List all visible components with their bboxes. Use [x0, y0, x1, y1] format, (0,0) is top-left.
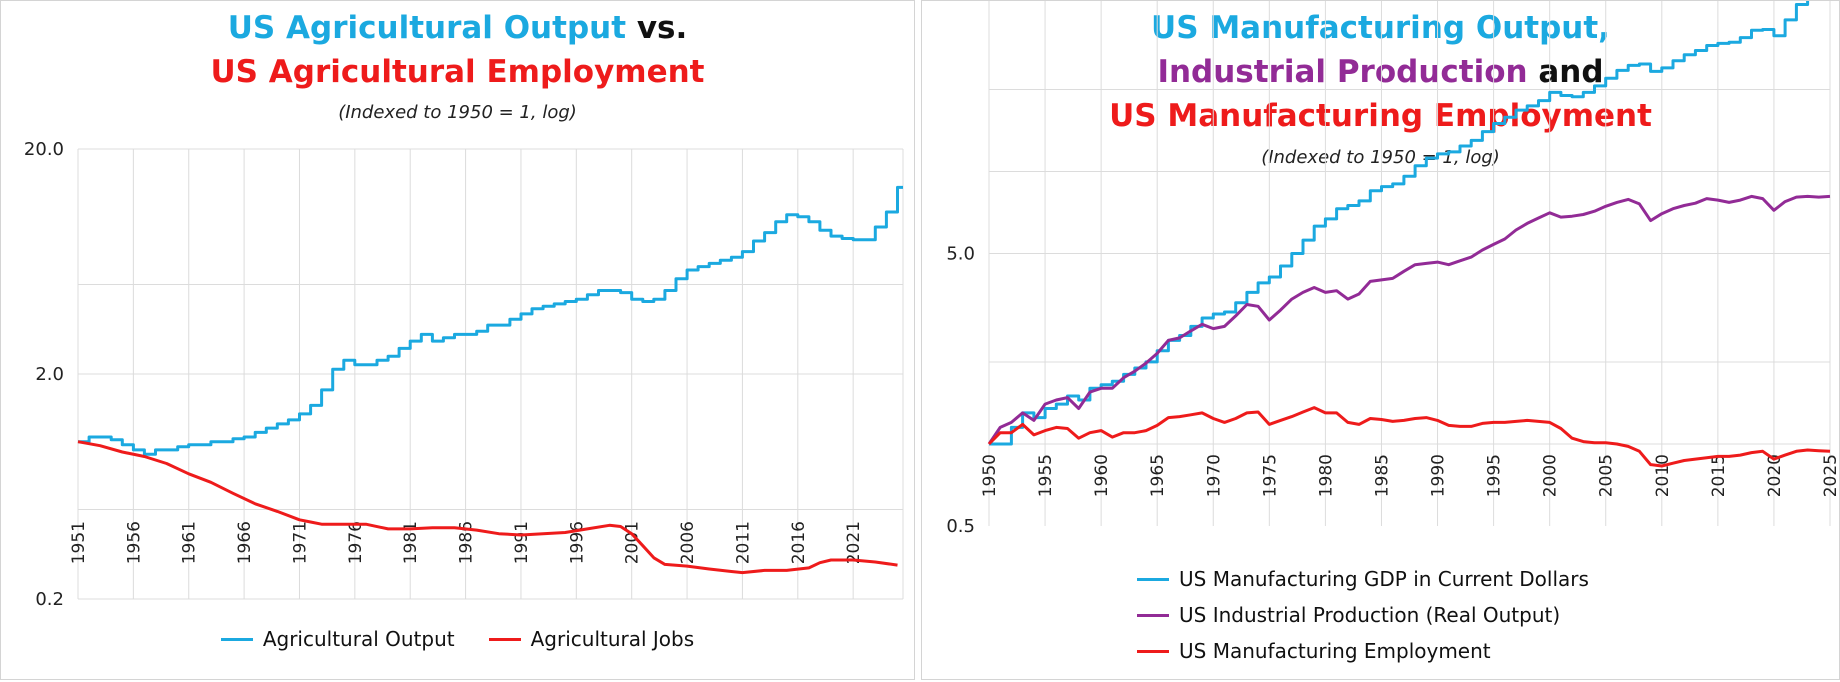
series-line — [77, 440, 898, 575]
x-tick-label: 2011 — [733, 521, 753, 564]
legend-swatch — [488, 637, 521, 641]
x-tick-label: 1955 — [1036, 454, 1056, 497]
y-tick-label: 0.2 — [35, 589, 64, 610]
x-tick-label: 2000 — [1541, 454, 1561, 497]
chart-legend: US Manufacturing GDP in Current Dollars U… — [1137, 561, 1589, 669]
chart-title-part: US Agricultural Employment — [210, 54, 705, 90]
x-tick-label: 1950 — [980, 454, 1000, 497]
legend-item: US Manufacturing Employment — [1137, 633, 1589, 669]
y-tick-label: 20.0 — [24, 139, 64, 160]
chart-title: US Manufacturing Output, Industrial Produ… — [922, 6, 1839, 138]
legend-swatch — [1137, 649, 1169, 653]
x-tick-label: 1980 — [1316, 454, 1336, 497]
manufacturing-line-chart: 0.5 5.0 1950 1955 1960 1965 1970 1975 1980 1985 19… — [946, 1, 1840, 537]
chart-title-part: vs. — [626, 10, 688, 46]
x-tick-label: 1990 — [1429, 454, 1449, 497]
y-tick-label: 0.5 — [946, 516, 975, 537]
legend-label: US Manufacturing Employment — [1179, 639, 1491, 663]
x-tick-label: 1971 — [290, 521, 310, 564]
x-tick-label: 2015 — [1709, 454, 1729, 497]
x-tick-label: 1965 — [1148, 454, 1168, 497]
x-tick-label: 1975 — [1260, 454, 1280, 497]
legend-item: Agricultural Output — [220, 621, 455, 657]
x-tick-label: 2021 — [844, 521, 864, 564]
x-tick-label: 1996 — [567, 521, 587, 564]
x-tick-label: 1986 — [457, 521, 477, 564]
legend-label: US Industrial Production (Real Output) — [1179, 603, 1561, 627]
legend-item: US Industrial Production (Real Output) — [1137, 597, 1589, 633]
chart-title: US Agricultural Output vs. US Agricultura… — [1, 6, 914, 94]
legend-item: US Manufacturing GDP in Current Dollars — [1137, 561, 1589, 597]
chart-legend: Agricultural Output Agricultural Jobs — [1, 621, 914, 657]
x-tick-label: 1970 — [1204, 454, 1224, 497]
legend-label: Agricultural Output — [262, 627, 455, 651]
legend-item: Agricultural Jobs — [488, 621, 695, 657]
series-line — [987, 406, 1831, 468]
x-tick-label: 1960 — [1092, 454, 1112, 497]
x-tick-label: 2005 — [1597, 454, 1617, 497]
chart-subtitle: (Indexed to 1950 = 1, log) — [1261, 147, 1500, 168]
x-tick-label: 1961 — [180, 521, 200, 564]
x-tick-label: 1951 — [69, 521, 89, 564]
legend-swatch — [1137, 613, 1169, 617]
chart-subtitle: (Indexed to 1950 = 1, log) — [338, 102, 577, 123]
chart-title-part: Industrial Production — [1157, 54, 1528, 90]
chart-title-part: US Agricultural Output — [227, 10, 627, 46]
chart-title-part: US Manufacturing Employment — [1109, 98, 1652, 134]
legend-swatch — [1137, 577, 1169, 581]
y-tick-label: 2.0 — [35, 364, 64, 385]
x-tick-label: 1985 — [1372, 454, 1392, 497]
legend-swatch — [220, 637, 253, 641]
y-tick-label: 5.0 — [946, 244, 975, 265]
agricultural-chart-panel: US Agricultural Output vs. US Agricultura… — [0, 0, 915, 680]
x-tick-label: 1976 — [346, 521, 366, 564]
x-tick-label: 2016 — [789, 521, 809, 564]
x-tick-label: 2020 — [1765, 454, 1785, 497]
x-tick-label: 1966 — [235, 521, 255, 564]
agricultural-line-chart: 0.2 2.0 20.0 1951 1956 1961 1966 1971 1976 1981 19… — [24, 139, 904, 610]
legend-label: Agricultural Jobs — [530, 627, 695, 651]
series-line — [78, 185, 903, 456]
x-tick-label: 1995 — [1485, 454, 1505, 497]
chart-title-part: US Manufacturing Output, — [1151, 10, 1610, 46]
x-tick-label: 2010 — [1653, 454, 1673, 497]
x-tick-label: 2025 — [1821, 454, 1840, 497]
x-tick-label: 2006 — [678, 521, 698, 564]
manufacturing-chart-panel: US Manufacturing Output, Industrial Produ… — [921, 0, 1840, 680]
legend-label: US Manufacturing GDP in Current Dollars — [1179, 567, 1589, 591]
series-line — [989, 1, 1810, 446]
x-tick-label: 1981 — [401, 521, 421, 564]
x-tick-label: 1956 — [124, 521, 144, 564]
series-line — [987, 194, 1831, 445]
x-tick-label: 1991 — [512, 521, 532, 564]
